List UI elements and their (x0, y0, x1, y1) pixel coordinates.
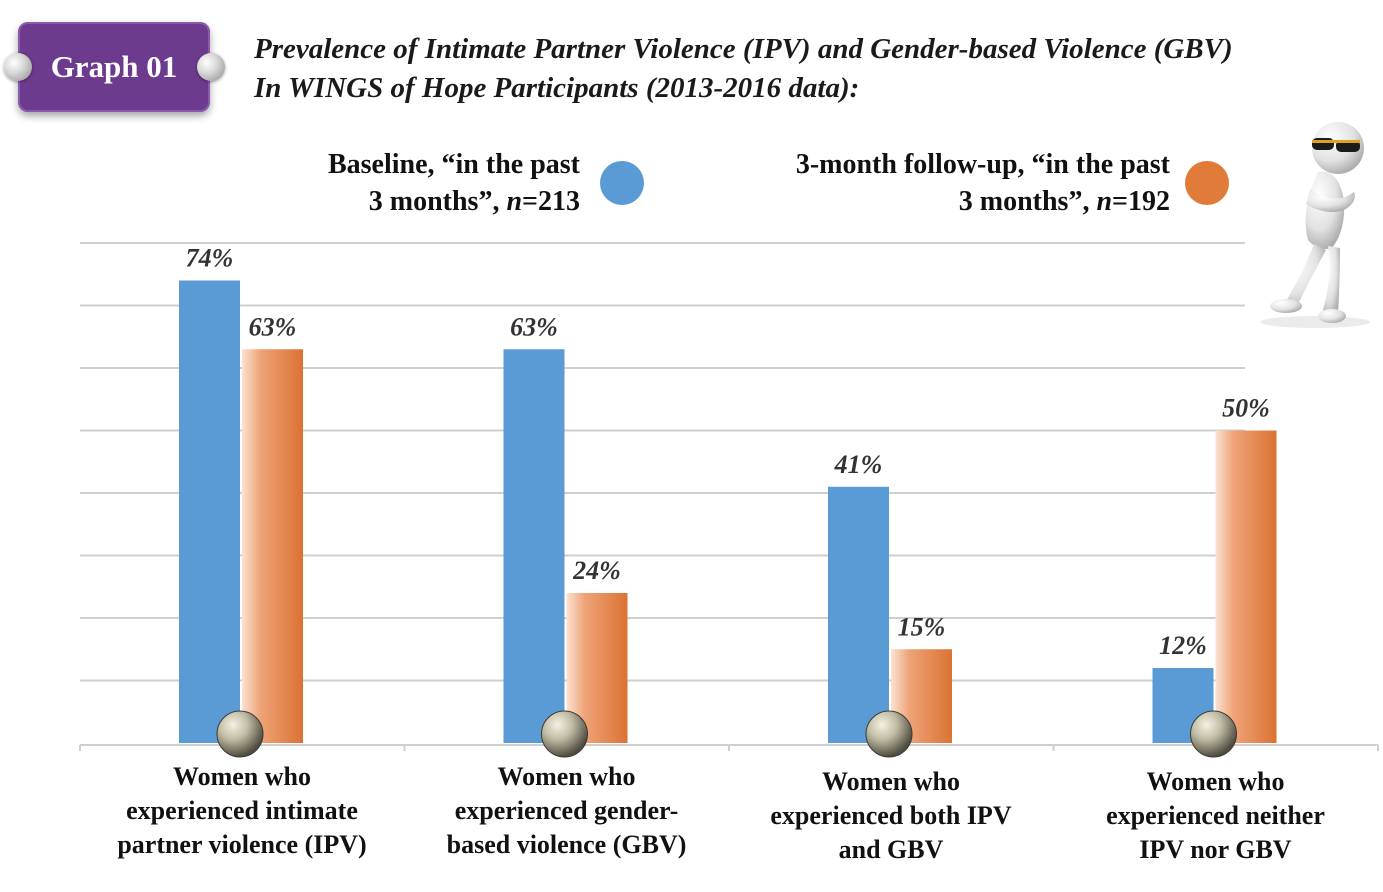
legend-baseline-swatch-icon (600, 161, 644, 205)
bar-baseline (503, 349, 565, 743)
data-label: 15% (898, 612, 946, 641)
category-label: Women who experienced intimate partner vio… (82, 760, 402, 862)
legend-baseline-line2-prefix: 3 months”, (368, 186, 507, 217)
category-label: Women who experienced both IPV and GBV (731, 765, 1051, 867)
category-label: Women who experienced gender-based violen… (407, 760, 727, 862)
badge-right-knob-icon (197, 53, 225, 81)
legend-followup-line2-prefix: 3 months”, (958, 186, 1097, 217)
data-label: 63% (249, 312, 297, 341)
bar-baseline (179, 280, 240, 743)
data-label: 24% (572, 556, 621, 585)
base-ball-icon (1190, 710, 1237, 758)
category-label-line: partner violence (IPV) (117, 830, 367, 859)
category-label-line: experienced both IPV (770, 801, 1012, 830)
legend-followup-swatch-icon (1185, 161, 1229, 205)
bar-followup (242, 349, 303, 743)
legend-baseline-label: Baseline, “in the past 3 months”, n=213 (290, 146, 580, 220)
category-label-line: experienced neither (1106, 801, 1325, 830)
data-label: 63% (510, 312, 558, 341)
chart-title-line2: In WINGS of Hope Participants (2013-2016… (254, 72, 860, 104)
base-ball-icon (865, 710, 913, 758)
category-label-line: IPV nor GBV (1139, 835, 1292, 864)
legend-baseline-line2: 3 months”, n=213 (290, 183, 580, 220)
legend-baseline-line1: Baseline, “in the past (327, 149, 580, 180)
bar-baseline (828, 486, 889, 743)
legend-followup-label: 3-month follow-up, “in the past 3 months… (720, 146, 1170, 220)
base-ball-icon (541, 710, 588, 758)
legend-followup-n-value: =192 (1112, 186, 1170, 217)
data-label: 50% (1222, 394, 1270, 423)
data-label: 74% (186, 244, 234, 273)
graph-badge: Graph 01 (18, 22, 210, 112)
category-label-line: experienced intimate (126, 796, 358, 825)
category-label-line: Women who (173, 762, 311, 791)
legend-followup-line1: 3-month follow-up, “in the past (795, 149, 1170, 180)
category-label-line: Women who (822, 767, 960, 796)
legend-followup-n-symbol: n (1096, 186, 1113, 217)
category-label-line: and GBV (838, 835, 944, 864)
legend-baseline-n-symbol: n (506, 186, 523, 217)
category-label-line: Women who (1146, 767, 1285, 796)
category-label: Women who experienced neither IPV nor GBV (1056, 765, 1376, 867)
base-ball-icon (216, 710, 264, 758)
category-label-line: experienced gender- (454, 796, 679, 825)
data-label: 12% (1159, 631, 1207, 660)
category-label-line: based violence (GBV) (446, 830, 687, 859)
thinking-figure-icon (1240, 110, 1380, 330)
chart-title-line1: Prevalence of Intimate Partner Violence … (254, 33, 1233, 65)
data-label: 41% (834, 450, 883, 479)
category-label-line: Women who (497, 762, 636, 791)
graph-badge-label: Graph 01 (50, 49, 178, 84)
legend-baseline-n-value: =213 (522, 186, 580, 217)
badge-left-knob-icon (4, 53, 32, 81)
bar-followup (1215, 430, 1277, 743)
legend-followup-line2: 3 months”, n=192 (720, 183, 1170, 220)
chart-title: Prevalence of Intimate Partner Violence … (254, 30, 1364, 108)
